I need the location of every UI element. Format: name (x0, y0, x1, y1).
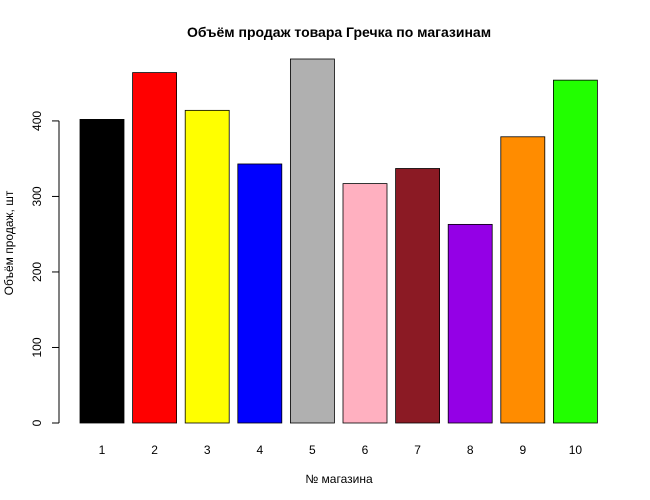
x-tick-label: 6 (362, 443, 369, 457)
x-tick-label: 8 (467, 443, 474, 457)
bar-store-2 (132, 72, 178, 424)
y-tick-label: 100 (30, 337, 44, 357)
y-tick-label: 300 (30, 186, 44, 206)
x-tick-label: 10 (569, 443, 583, 457)
x-tick-label: 2 (151, 443, 158, 457)
bar-store-10 (553, 79, 598, 424)
bar-store-8 (447, 223, 493, 424)
x-tick-labels: 1 2 3 4 5 6 7 8 9 10 (99, 443, 583, 457)
x-axis-label: № магазина (305, 472, 373, 486)
y-tick-label: 200 (30, 262, 44, 282)
y-tick-label: 0 (30, 419, 44, 426)
y-axis-label: Объём продаж, шт (2, 190, 16, 295)
bar-store-4 (237, 163, 283, 424)
bar-store-1 (79, 119, 125, 424)
bar-store-9 (500, 136, 546, 424)
x-tick-label: 1 (99, 443, 106, 457)
x-tick-label: 7 (414, 443, 421, 457)
chart-title: Объём продаж товара Гречка по магазинам (187, 24, 491, 40)
x-tick-label: 4 (256, 443, 263, 457)
y-axis: 0 100 200 300 400 (30, 111, 60, 426)
bar-store-6 (342, 183, 388, 424)
x-tick-label: 5 (309, 443, 316, 457)
x-tick-label: 9 (519, 443, 526, 457)
bar-store-5 (289, 58, 335, 424)
bars-group (79, 58, 598, 424)
y-tick-label: 400 (30, 111, 44, 131)
x-tick-label: 3 (204, 443, 211, 457)
bar-store-7 (395, 168, 441, 424)
bar-store-3 (184, 109, 230, 424)
